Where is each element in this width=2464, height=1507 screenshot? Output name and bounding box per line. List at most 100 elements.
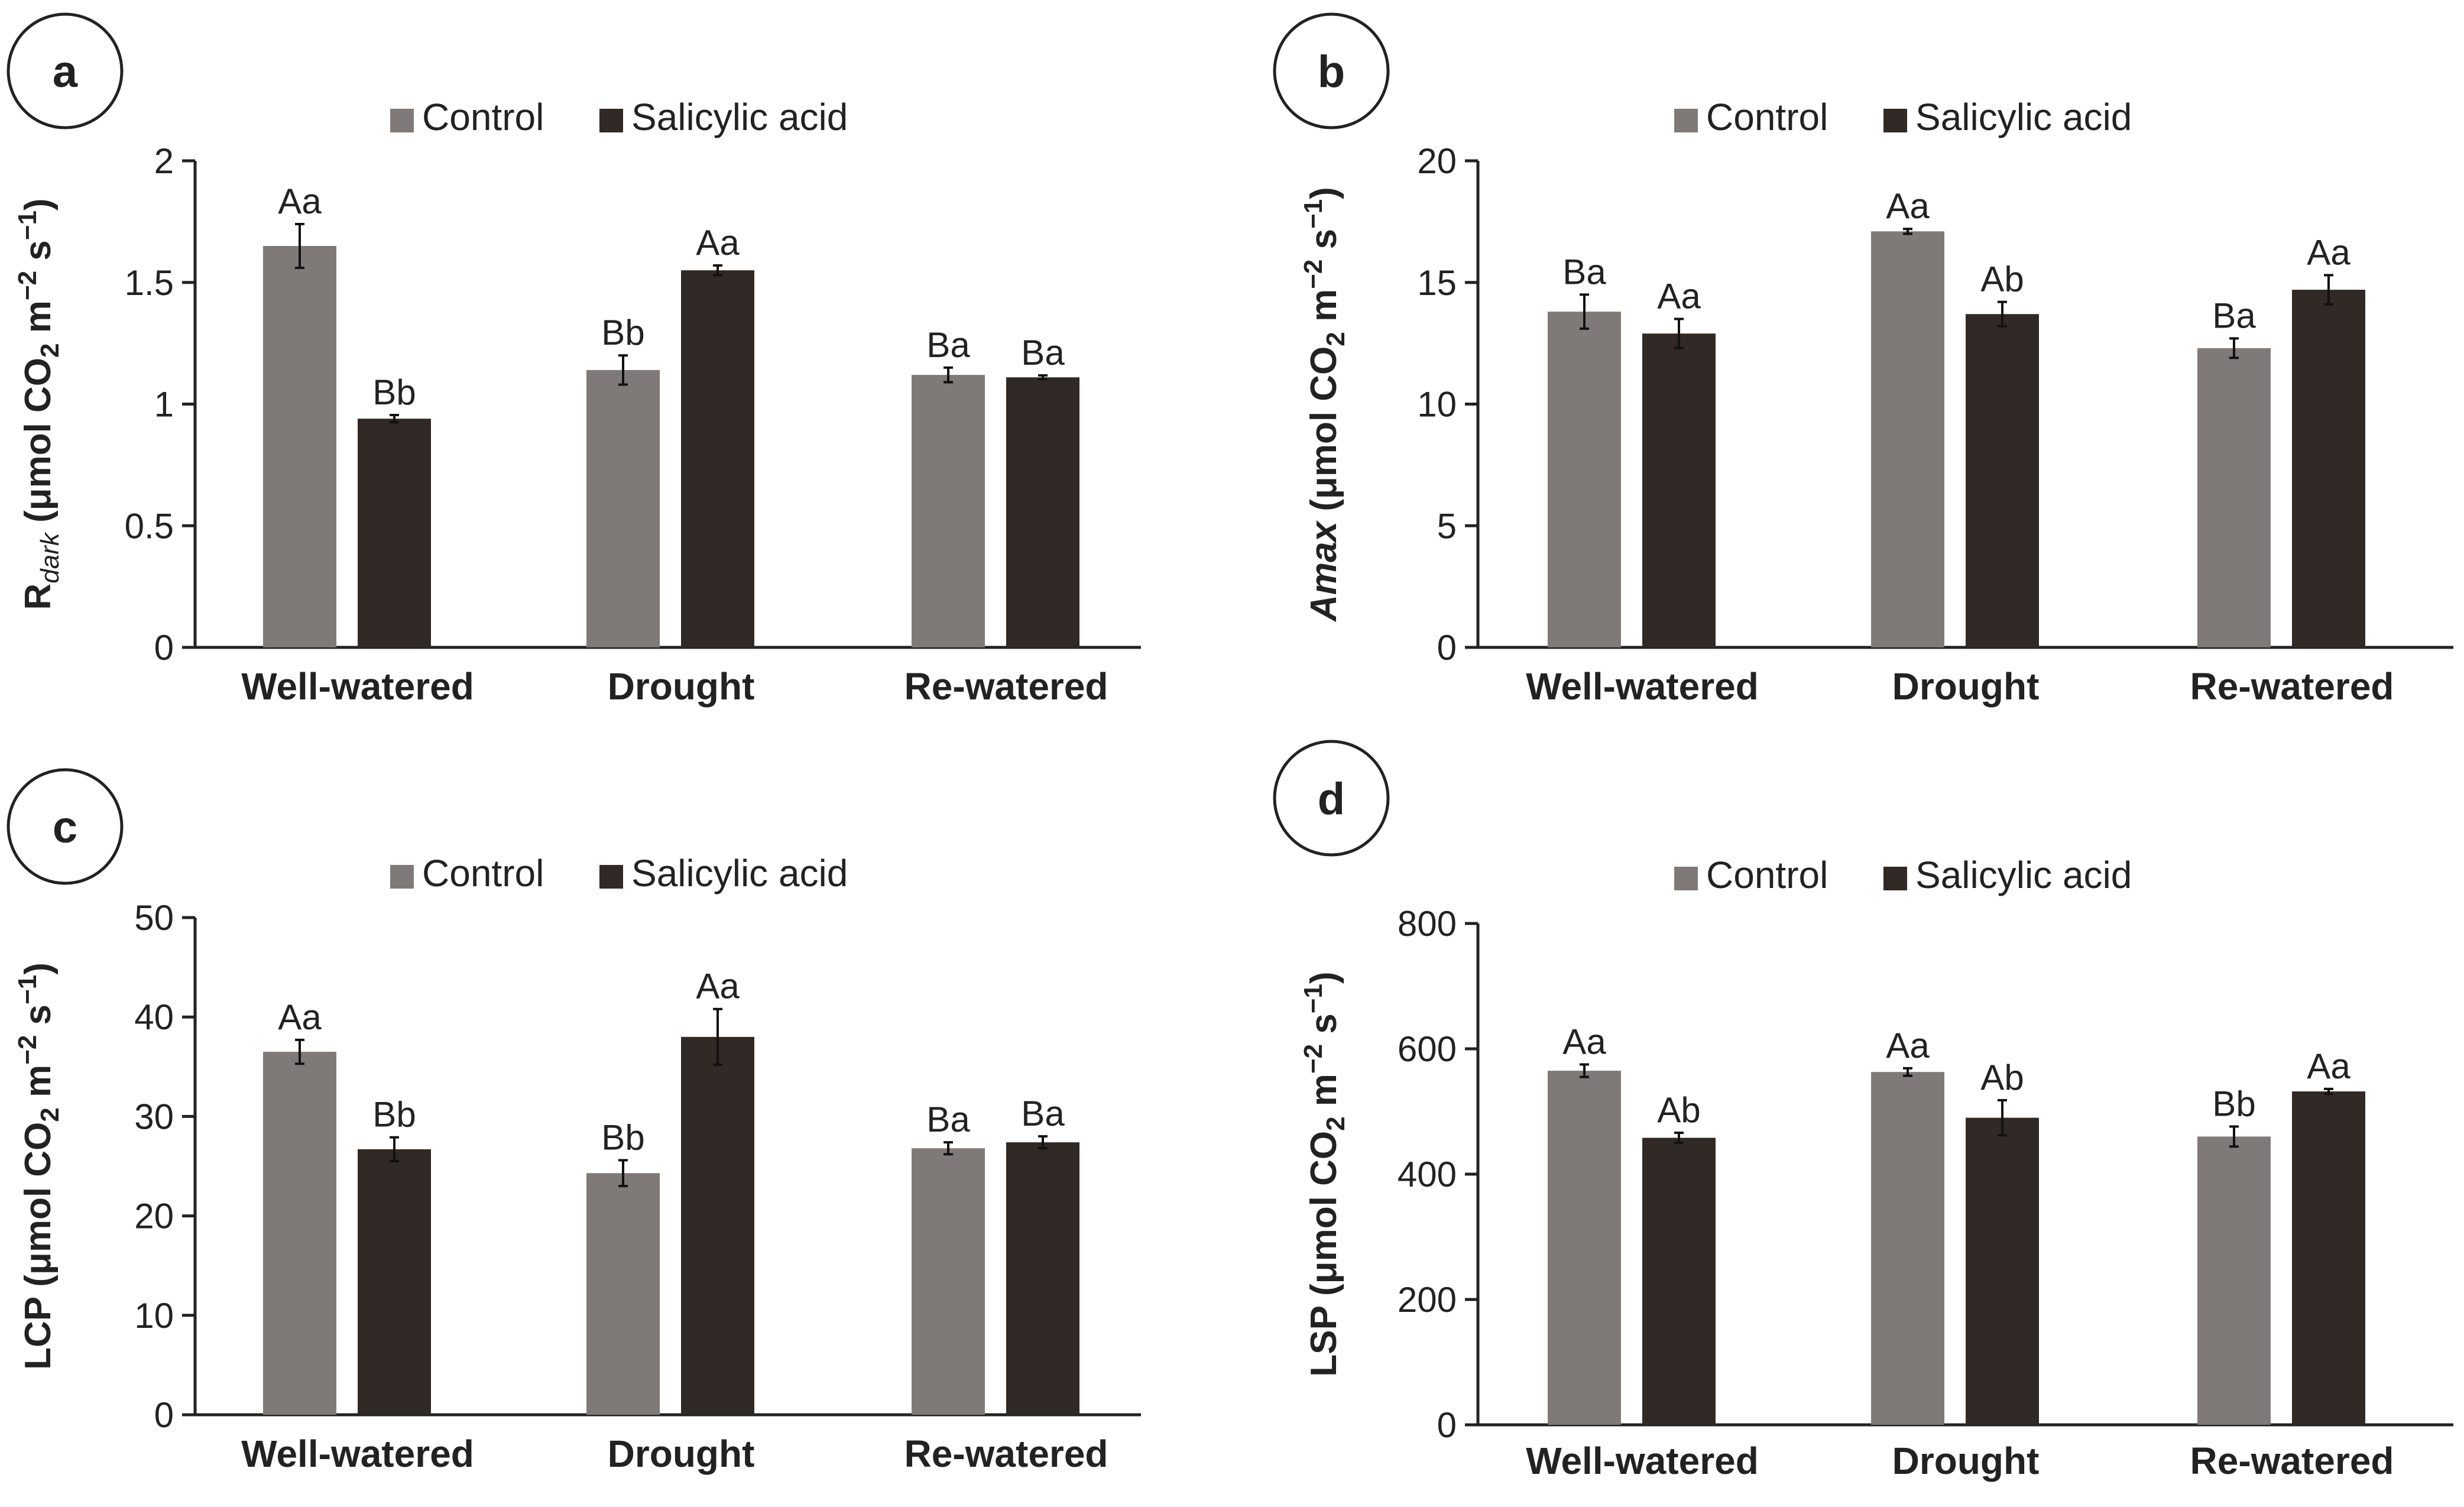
panel-c-legend-label-salicylic-acid: Salicylic acid <box>631 852 848 895</box>
y-label-unit: (μmol CO <box>1304 346 1344 521</box>
panel-d-bar-control <box>1871 1072 1944 1425</box>
panel-c-significance-label: Aa <box>696 967 740 1006</box>
panel-c: c 0 10 20 30 40 50 LCP (μmol CO2 m−2 s−1) Contro… <box>7 768 1141 1475</box>
panel-a-significance-label: Ba <box>926 325 970 365</box>
panel-c-significance-label: Aa <box>278 997 322 1037</box>
panel-c-ytick-label: 30 <box>134 1097 174 1136</box>
panel-c-significance-label: Ba <box>926 1100 970 1139</box>
panel-c-bar-control <box>586 1173 660 1415</box>
y-label-main: LCP <box>18 1297 59 1370</box>
y-label-unit-sub: 2 <box>35 343 64 357</box>
panel-c-legend-swatch-salicylic-acid <box>599 865 623 889</box>
panel-d-legend-label-salicylic-acid: Salicylic acid <box>1915 854 2132 896</box>
panel-b-legend-swatch-salicylic-acid <box>1883 109 1907 132</box>
panel-b-ytick-label: 20 <box>1417 141 1457 181</box>
panel-c-bar-salicylic-acid <box>681 1036 754 1415</box>
panel-c-legend-label-control: Control <box>422 852 544 895</box>
panel-b-legend-label-salicylic-acid: Salicylic acid <box>1915 96 2132 138</box>
panel-d-bar-salicylic-acid <box>1642 1137 1716 1425</box>
panel-d-letter: d <box>1318 774 1345 824</box>
panel-b-significance-label: Ba <box>2212 296 2256 335</box>
y-label-unit-sup: −2 <box>1299 1044 1328 1074</box>
panel-a-significance-label: Bb <box>372 372 416 412</box>
panel-c-category-label: Drought <box>608 1433 755 1475</box>
y-label-unit: (μmol CO <box>1304 1131 1344 1306</box>
panel-c-y-axis-label: LCP (μmol CO2 m−2 s−1) <box>13 962 64 1370</box>
panel-d-category-label: Re-watered <box>2190 1440 2394 1482</box>
panel-c-significance-label: Bb <box>372 1095 416 1135</box>
panel-d-y-axis-label: LSP (μmol CO2 m−2 s−1) <box>1299 971 1350 1376</box>
panel-a-legend-swatch-control <box>390 109 414 132</box>
y-label-unit-sup: −2 <box>1299 260 1328 289</box>
panel-b-category-label: Well-watered <box>1526 665 1759 708</box>
panel-c-legend-swatch-control <box>390 865 414 889</box>
panel-a-significance-label: Ba <box>1021 333 1065 372</box>
panel-d-significance-label: Ab <box>1980 1058 2024 1097</box>
panel-d-legend-label-control: Control <box>1706 854 1828 896</box>
panel-c-letter-circle <box>7 768 124 885</box>
panel-a-bar-salicylic-acid <box>681 270 754 647</box>
panel-d-significance-label: Aa <box>1886 1026 1930 1065</box>
panel-b-legend-label-control: Control <box>1706 96 1828 138</box>
panel-b-significance-label: Aa <box>1886 186 1930 226</box>
panel-d-letter-circle <box>1273 740 1390 857</box>
y-label-unit-end: ) <box>18 962 59 975</box>
panel-b-significance-label: Aa <box>1657 276 1701 316</box>
panel-d-significance-label: Ab <box>1657 1090 1700 1130</box>
panel-d-significance-label: Aa <box>1562 1022 1606 1062</box>
y-label-unit-sub: 2 <box>1321 332 1350 346</box>
y-label-unit-sup2: −1 <box>1299 984 1328 1013</box>
panel-d-ytick-label: 0 <box>1437 1405 1457 1445</box>
panel-a-y-axis-label: Rdark (μmol CO2 m−2 s−1) <box>13 198 64 610</box>
y-label-unit-sup: −2 <box>13 271 42 300</box>
panel-a-bar-salicylic-acid <box>1006 377 1079 647</box>
panel-a-significance-label: Aa <box>696 223 740 262</box>
panel-a-legend-label-control: Control <box>422 96 544 138</box>
panel-d-bar-control <box>1548 1071 1621 1425</box>
y-label-unit-sup2: −1 <box>1299 199 1328 229</box>
y-label-unit-mid2: s <box>1304 1013 1344 1044</box>
panel-a-legend-swatch-salicylic-acid <box>599 109 623 132</box>
panel-c-ytick-label: 10 <box>134 1296 174 1336</box>
y-label-unit-sub: 2 <box>35 1107 64 1122</box>
panel-a-bar-control <box>263 246 336 647</box>
panel-c-ytick-label: 50 <box>134 898 174 938</box>
y-label-main: R <box>18 584 59 610</box>
panel-a-category-label: Well-watered <box>241 665 474 708</box>
panel-b-significance-label: Aa <box>2307 232 2350 272</box>
panel-b-significance-label: Ab <box>1980 260 2024 299</box>
y-label-unit-sup2: −1 <box>13 975 42 1004</box>
panel-a-significance-label: Bb <box>601 313 644 352</box>
y-label-unit-mid2: s <box>1304 229 1344 260</box>
panel-b-letter-circle <box>1273 12 1390 129</box>
panel-c-category-label: Re-watered <box>904 1433 1108 1475</box>
panel-d-bar-control <box>2197 1136 2271 1425</box>
panel-b-bar-control <box>1871 231 1944 648</box>
panel-b-category-label: Drought <box>1892 665 2040 708</box>
panel-a-ytick-label: 2 <box>154 141 174 181</box>
panel-b-bar-control <box>2197 348 2271 647</box>
y-label-unit-end: ) <box>18 198 59 210</box>
panel-b-y-axis-label: Amax (μmol CO2 m−2 s−1) <box>1299 187 1350 623</box>
panel-c-significance-label: Ba <box>1021 1094 1065 1133</box>
panel-d-category-label: Drought <box>1892 1440 2040 1482</box>
panel-d-category-label: Well-watered <box>1526 1440 1759 1482</box>
panel-a-category-label: Drought <box>608 665 755 708</box>
panel-c-significance-label: Bb <box>601 1117 644 1157</box>
y-label-unit-sup: −2 <box>13 1035 42 1065</box>
panel-b: b 0 5 10 15 20 Amax (μmol CO2 m−2 s−1) Control S… <box>1273 12 2453 708</box>
y-label-unit-sup2: −1 <box>13 210 42 240</box>
panel-d-bar-salicylic-acid <box>1966 1117 2039 1425</box>
panel-b-significance-label: Ba <box>1562 252 1606 291</box>
y-label-main: LSP <box>1304 1306 1344 1376</box>
y-label-main: Amax <box>1304 520 1344 622</box>
panel-b-ytick-label: 0 <box>1437 628 1457 667</box>
panel-b-bar-salicylic-acid <box>1966 314 2039 647</box>
y-label-unit-mid: m <box>1304 289 1344 332</box>
panel-c-ytick-label: 0 <box>154 1395 174 1435</box>
panel-a-bar-control <box>586 370 660 647</box>
panel-b-ytick-label: 5 <box>1437 506 1457 546</box>
y-label-sub: dark <box>35 531 64 584</box>
